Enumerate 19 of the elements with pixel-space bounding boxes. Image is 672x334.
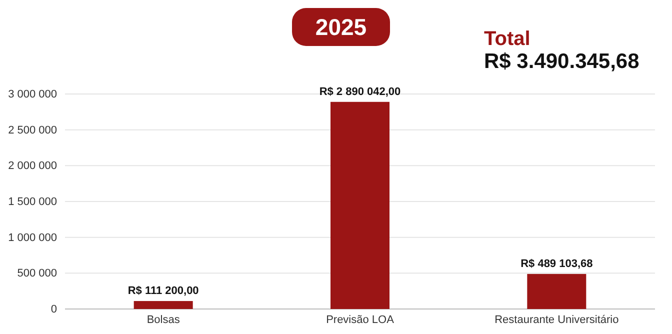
y-tick-label: 0 [50, 304, 57, 316]
y-tick-label: 1 000 000 [8, 232, 57, 244]
x-tick-label: Restaurante Universitário [494, 314, 619, 326]
data-label: R$ 2 890 042,00 [319, 86, 401, 98]
y-tick-label: 3 000 000 [8, 88, 57, 101]
x-tick-label: Previsão LOA [326, 314, 395, 326]
bar [527, 274, 586, 309]
y-tick-label: 2 000 000 [8, 160, 57, 172]
y-tick-label: 2 500 000 [8, 124, 57, 136]
bar [134, 301, 193, 309]
text: Total [484, 28, 530, 50]
y-tick-label: 500 000 [17, 268, 57, 280]
y-tick-label: 1 500 000 [8, 196, 57, 208]
bar [330, 102, 390, 309]
data-label: R$ 489 103,68 [520, 258, 593, 270]
text: R$ 3.490.345,68 [484, 50, 640, 73]
data-label: R$ 111 200,00 [128, 285, 199, 298]
chart-title: 2025 [315, 14, 367, 40]
x-tick-label: Bolsas [146, 314, 180, 326]
